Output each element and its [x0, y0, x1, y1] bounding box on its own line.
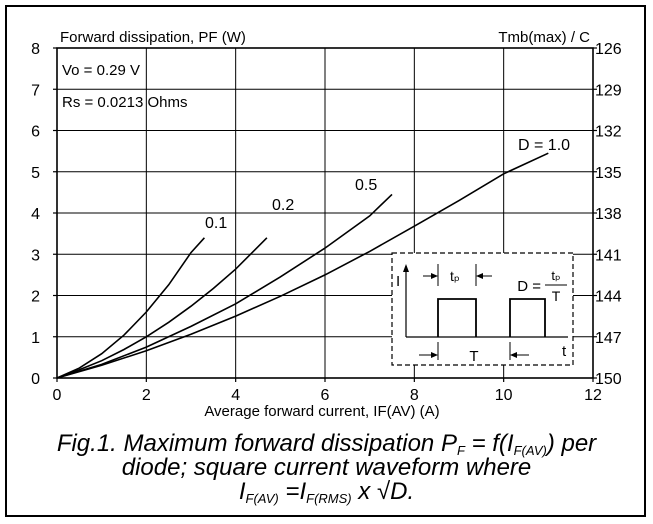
figure-frame	[5, 5, 646, 517]
series-label: 0.2	[272, 197, 294, 214]
inset-label-i: I	[396, 273, 400, 290]
y-tick-label: 2	[31, 289, 40, 306]
inset-tp-arrowhead-left	[431, 273, 438, 279]
y-tick-label: 3	[31, 247, 40, 264]
y2-tick-label: 132	[595, 124, 622, 141]
inset-box	[391, 252, 574, 366]
inset-label-t: t	[562, 343, 567, 360]
inset-axis-arrow-up	[403, 264, 409, 272]
x-tick-label: 4	[231, 387, 240, 404]
y-tick-label: 5	[31, 165, 40, 182]
series-line	[56, 152, 549, 379]
y2-tick-label: 144	[595, 289, 622, 306]
annotation-rs: Rs = 0.0213 Ohms	[62, 94, 187, 111]
x-tick-label: 2	[142, 387, 151, 404]
caption-line-3: IF(AV) =IF(RMS) x √D.	[238, 478, 415, 506]
y2-tick-label: 147	[595, 330, 622, 347]
inset-tp-arrowhead-right	[476, 273, 483, 279]
series-label: 0.5	[355, 177, 377, 194]
caption-line-1: Fig.1. Maximum forward dissipation PF = …	[56, 430, 597, 458]
y-tick-label: 1	[31, 330, 40, 347]
series-label: 0.1	[205, 215, 227, 232]
y2-tick-label: 150	[595, 371, 622, 388]
annotation-vo: Vo = 0.29 V	[62, 62, 140, 79]
x-axis-title: Average forward current, IF(AV) (A)	[204, 403, 439, 420]
series-label: D = 1.0	[518, 137, 570, 154]
inset-label-period: T	[469, 348, 478, 365]
inset-period-arrowhead-left	[431, 352, 438, 358]
caption-line-2: diode; square current waveform where	[121, 454, 532, 481]
x-tick-label: 6	[321, 387, 330, 404]
y2-tick-label: 126	[595, 41, 622, 58]
y2-tick-label: 135	[595, 165, 622, 182]
inset-period-arrowhead-right	[510, 352, 517, 358]
inset-formula-left: D =	[517, 278, 541, 295]
x-tick-label: 8	[410, 387, 419, 404]
x-tick-label: 10	[495, 387, 513, 404]
y-tick-label: 8	[31, 41, 40, 58]
series-line	[56, 237, 268, 379]
y-tick-label: 0	[31, 371, 40, 388]
series-line	[56, 193, 393, 379]
right-axis-title: Tmb(max) / C	[498, 29, 590, 46]
inset-label-tp: tₚ	[450, 268, 460, 284]
series-line	[56, 237, 205, 379]
inset-formula-denominator: T	[552, 288, 561, 304]
inset-formula-numerator: tₚ	[551, 268, 560, 283]
inset-pulse-waveform	[437, 298, 546, 337]
figure-caption: Fig.1. Maximum forward dissipation PF = …	[5, 430, 648, 506]
x-tick-label: 0	[53, 387, 62, 404]
y-tick-label: 6	[31, 124, 40, 141]
chart-title: Forward dissipation, PF (W)	[60, 29, 246, 46]
y2-tick-label: 138	[595, 206, 622, 223]
x-tick-label: 12	[584, 387, 602, 404]
y-tick-label: 7	[31, 82, 40, 99]
y2-tick-label: 141	[595, 247, 622, 264]
y-tick-label: 4	[31, 206, 40, 223]
y2-tick-label: 129	[595, 82, 622, 99]
